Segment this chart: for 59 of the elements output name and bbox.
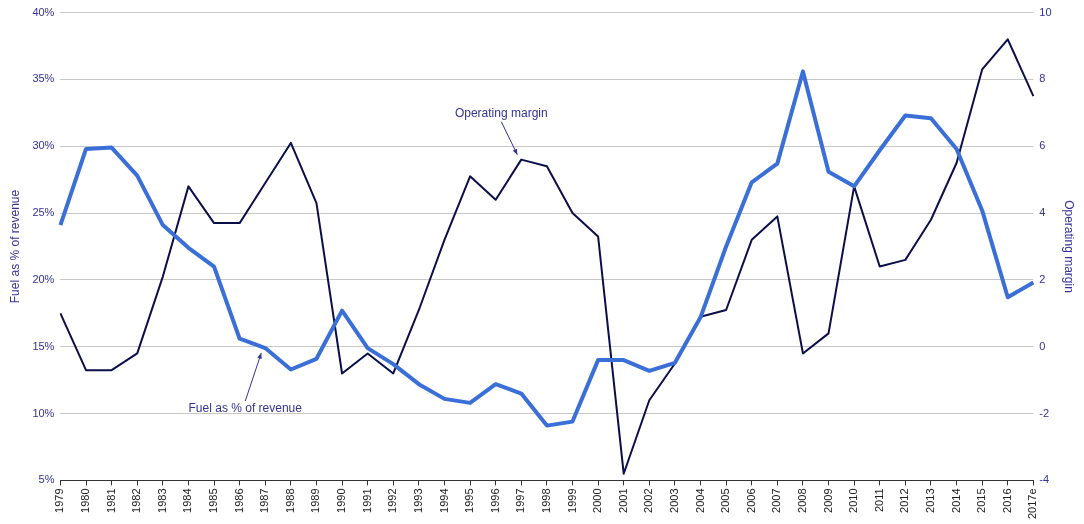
x-tick-label: 1984	[181, 488, 194, 513]
y-tick-label: 10%	[32, 406, 55, 419]
x-tick-label: 2006	[744, 488, 757, 513]
y-tick-label: 5%	[38, 473, 55, 486]
x-tick-label: 1996	[488, 488, 501, 513]
x-tick-label: 2008	[795, 488, 808, 513]
x-tick-label: 1988	[283, 488, 296, 513]
annotation: Operating margin	[454, 105, 548, 120]
y2-tick-label: 2	[1039, 272, 1046, 285]
y2-axis-title: Operating margin	[1062, 200, 1077, 293]
y-tick-label: 35%	[32, 72, 55, 85]
x-tick-label: 1990	[335, 488, 348, 513]
x-tick-label: 1980	[79, 488, 92, 513]
x-tick-label: 2016	[1000, 488, 1013, 513]
x-tick-label: 2015	[975, 488, 988, 513]
y2-tick-label: 10	[1039, 5, 1052, 18]
x-tick-label: 1987	[258, 488, 271, 513]
x-tick-label: 1979	[53, 488, 66, 513]
x-tick-label: 1983	[155, 488, 168, 513]
x-tick-label: 1992	[386, 488, 399, 513]
x-tick-label: 2007	[770, 488, 783, 513]
y-tick-label: 20%	[32, 272, 55, 285]
x-tick-label: 2002	[642, 488, 655, 513]
x-tick-label: 1998	[539, 488, 552, 513]
x-tick-label: 1991	[360, 488, 373, 513]
x-tick-label: 2005	[719, 488, 732, 513]
x-tick-label: 1989	[309, 488, 322, 513]
x-tick-label: 1999	[565, 488, 578, 513]
x-tick-label: 2009	[821, 488, 834, 513]
y2-tick-label: 0	[1039, 339, 1046, 352]
y-axis-title: Fuel as % of revenue	[7, 189, 22, 304]
x-tick-label: 2003	[667, 488, 680, 513]
y-tick-label: 15%	[32, 339, 55, 352]
x-tick-label: 1995	[463, 488, 476, 513]
x-tick-label: 2014	[949, 488, 962, 513]
y-tick-label: 40%	[32, 5, 55, 18]
x-tick-label: 2000	[591, 488, 604, 513]
y-tick-label: 25%	[32, 206, 55, 219]
x-tick-label: 2013	[923, 488, 936, 513]
y2-tick-label: -2	[1039, 406, 1050, 419]
x-tick-label: 2010	[847, 488, 860, 513]
y2-tick-label: 4	[1039, 206, 1046, 219]
x-tick-label: 1985	[207, 488, 220, 513]
x-tick-label: 1986	[232, 488, 245, 513]
annotation: Fuel as % of revenue	[188, 401, 303, 416]
x-tick-label: 2001	[616, 488, 629, 513]
x-tick-label: 1981	[104, 488, 117, 513]
y2-tick-label: -4	[1039, 473, 1050, 486]
y-tick-label: 30%	[32, 139, 55, 152]
x-tick-label: 2011	[872, 488, 885, 513]
y2-tick-label: 6	[1039, 139, 1046, 152]
y2-tick-label: 8	[1039, 72, 1046, 85]
x-tick-label: 1997	[514, 488, 527, 513]
x-tick-label: 1982	[130, 488, 143, 513]
x-tick-label: 2012	[898, 488, 911, 513]
x-tick-label: 2017e	[1026, 488, 1039, 520]
x-tick-label: 1994	[437, 488, 450, 513]
x-tick-label: 1993	[411, 488, 424, 513]
x-tick-label: 2004	[693, 488, 706, 513]
